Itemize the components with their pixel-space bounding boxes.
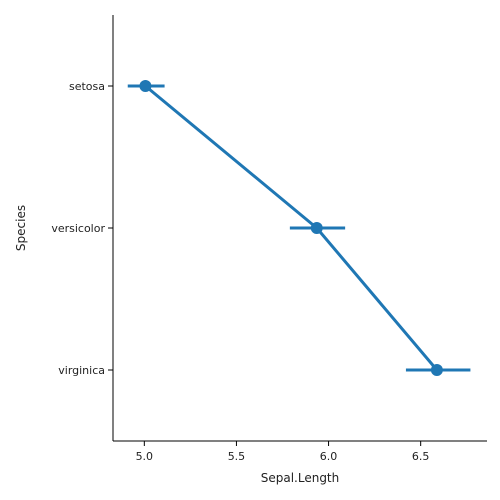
x-tick-label: 6.5 bbox=[412, 450, 430, 463]
x-tick-label: 5.0 bbox=[136, 450, 154, 463]
x-axis-label: Sepal.Length bbox=[261, 471, 340, 485]
y-axis-label: Species bbox=[14, 205, 28, 251]
data-point bbox=[311, 222, 323, 234]
y-tick-label: versicolor bbox=[51, 222, 105, 235]
y-tick-label: setosa bbox=[69, 80, 105, 93]
data-point bbox=[139, 80, 151, 92]
data-point bbox=[431, 364, 443, 376]
x-tick-label: 5.5 bbox=[228, 450, 246, 463]
x-tick-label: 6.0 bbox=[320, 450, 338, 463]
y-tick-label: virginica bbox=[58, 364, 105, 377]
